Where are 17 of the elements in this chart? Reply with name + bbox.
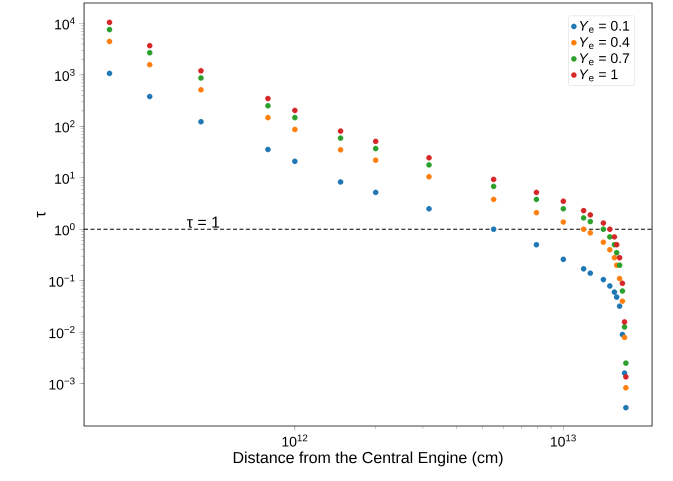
x-tick-label: 10$^{13}$ xyxy=(550,434,576,447)
y-tick-label: 10$^{−2}$ xyxy=(49,326,75,338)
y-tick-label: 10$^{0}$ xyxy=(55,223,75,236)
ref-line-label: τ = 1 xyxy=(186,216,220,228)
legend-label: Y$_{e}$ = 0.4 xyxy=(580,37,630,50)
x-tick-label: 10$^{12}$ xyxy=(282,434,308,447)
y-tick-label: 10$^{4}$ xyxy=(55,17,75,30)
y-tick-label: 10$^{3}$ xyxy=(55,68,75,81)
y-tick-label: 10$^{1}$ xyxy=(55,172,75,184)
legend-label: Y$_{e}$ = 0.1 xyxy=(580,20,630,33)
y-axis-title: τ xyxy=(36,211,46,218)
x-axis-title: Distance from the Central Engine (cm) xyxy=(234,452,503,466)
y-tick-label: 10$^{−3}$ xyxy=(49,378,75,390)
legend-label: Y$_{e}$ = 0.7 xyxy=(580,53,630,66)
legend-label: Y$_{e}$ = 1 xyxy=(580,70,618,82)
y-tick-label: 10$^{2}$ xyxy=(55,120,75,132)
y-tick-label: 10$^{−1}$ xyxy=(49,274,75,287)
